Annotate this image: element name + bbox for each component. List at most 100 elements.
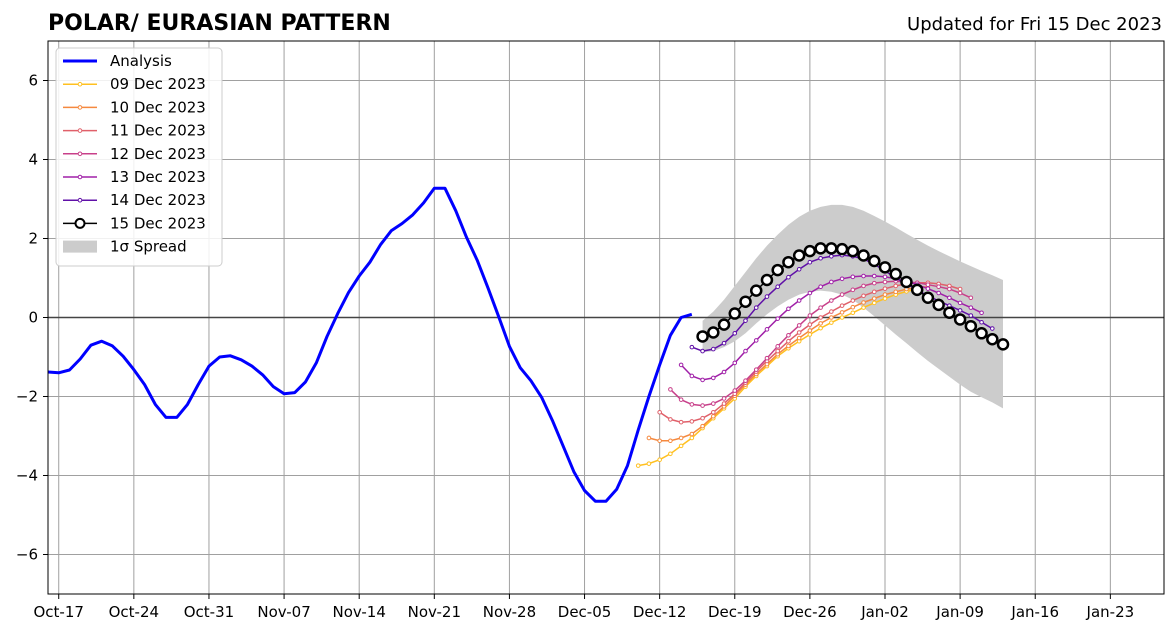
forecast-point xyxy=(818,325,823,331)
forecast-point xyxy=(711,413,716,419)
forecast-point xyxy=(868,254,881,268)
x-tick-label: Dec-05 xyxy=(558,603,612,621)
forecast-point xyxy=(947,295,952,301)
forecast-point xyxy=(700,423,705,429)
forecast-point xyxy=(732,331,738,336)
forecast-point xyxy=(678,435,684,441)
x-tick-label: Oct-24 xyxy=(109,603,159,621)
forecast-point xyxy=(803,244,817,258)
forecast-point xyxy=(990,326,995,331)
forecast-point xyxy=(689,373,695,379)
forecast-point xyxy=(796,330,802,335)
x-tick-label: Nov-07 xyxy=(257,603,310,621)
forecast-point xyxy=(764,327,770,332)
forecast-point xyxy=(678,397,684,402)
forecast-point xyxy=(792,249,806,262)
forecast-point xyxy=(646,435,652,441)
forecast-point xyxy=(850,287,856,293)
forecast-point xyxy=(796,267,802,272)
legend-label: 10 Dec 2023 xyxy=(110,98,206,116)
legend-label: 14 Dec 2023 xyxy=(110,191,206,209)
analysis-line xyxy=(47,186,693,503)
forecast-point xyxy=(979,319,984,325)
legend-swatch xyxy=(63,240,97,253)
forecast-point xyxy=(889,267,902,281)
forecast-point xyxy=(839,292,845,297)
forecast-point xyxy=(717,318,731,331)
legend-box xyxy=(55,47,223,267)
series-forecast-2 xyxy=(646,284,931,444)
forecast-point xyxy=(882,292,888,297)
y-tick-label: 4 xyxy=(28,151,38,169)
forecast-point xyxy=(921,291,935,304)
forecast-point xyxy=(861,273,866,279)
legend-label: 1σ Spread xyxy=(110,238,187,256)
legend: Analysis 09 Dec 2023 10 Dec 2023 11 Dec 202… xyxy=(55,47,223,267)
forecast-point xyxy=(818,284,823,289)
forecast-point xyxy=(764,355,770,361)
forecast-point xyxy=(646,461,652,466)
x-tick-label: Oct-31 xyxy=(184,603,234,621)
forecast-point xyxy=(936,284,941,289)
x-tick-label: Jan-23 xyxy=(1086,603,1135,621)
x-tick-label: Jan-02 xyxy=(860,603,909,621)
forecast-point xyxy=(878,261,892,274)
x-tick-label: Dec-12 xyxy=(633,603,687,621)
forecast-point xyxy=(721,340,727,346)
forecast-point xyxy=(957,308,963,313)
forecast-point xyxy=(711,375,716,381)
forecast-point xyxy=(721,396,727,401)
legend-label: 12 Dec 2023 xyxy=(110,145,206,163)
forecast-point xyxy=(957,300,963,306)
forecast-point xyxy=(861,293,866,299)
legend-marker xyxy=(77,128,83,133)
forecast-point xyxy=(760,273,774,287)
forecast-point xyxy=(968,295,974,301)
series-forecast-7 xyxy=(696,242,1010,351)
forecast-point xyxy=(957,286,963,292)
forecast-point xyxy=(700,403,705,408)
forecast-point xyxy=(689,431,695,437)
forecast-point xyxy=(882,274,888,280)
forecast-point xyxy=(753,305,759,310)
forecast-point xyxy=(839,303,845,308)
legend-entry: 11 Dec 2023 xyxy=(63,122,206,140)
forecast-point xyxy=(871,296,877,301)
y-tick-label: 0 xyxy=(28,309,38,327)
legend-entry: 09 Dec 2023 xyxy=(63,75,206,93)
series-forecast-5 xyxy=(678,273,984,383)
forecast-point xyxy=(943,306,956,320)
series-layer xyxy=(47,186,1164,503)
forecast-point xyxy=(936,290,941,296)
forecast-point xyxy=(786,338,791,344)
x-tick-label: Dec-26 xyxy=(783,603,837,621)
x-tick-label: Nov-21 xyxy=(408,603,461,621)
forecast-point xyxy=(818,255,823,261)
forecast-point xyxy=(711,346,716,352)
forecast-point xyxy=(829,279,834,285)
legend-entry: 12 Dec 2023 xyxy=(63,145,206,163)
forecast-point xyxy=(807,290,813,296)
forecast-point xyxy=(721,401,727,406)
legend-marker xyxy=(77,81,83,87)
x-tick-label: Nov-28 xyxy=(483,603,536,621)
forecast-point xyxy=(782,255,795,269)
forecast-point xyxy=(871,300,877,306)
x-tick-label: Oct-17 xyxy=(34,603,84,621)
forecast-point xyxy=(968,305,974,310)
x-tick-label: Jan-16 xyxy=(1010,603,1059,621)
forecast-point xyxy=(829,298,834,303)
forecast-point xyxy=(775,316,780,321)
x-tick-label: Dec-19 xyxy=(708,603,762,621)
y-tick-label: 6 xyxy=(28,72,38,90)
forecast-point xyxy=(721,369,727,375)
forecast-point xyxy=(850,298,856,303)
forecast-point xyxy=(700,348,705,354)
forecast-point xyxy=(739,295,752,308)
forecast-point xyxy=(882,296,888,301)
forecast-point xyxy=(910,283,924,297)
forecast-point xyxy=(846,244,860,258)
forecast-point xyxy=(861,283,866,289)
forecast-point xyxy=(979,310,984,316)
forecast-point xyxy=(871,289,877,295)
